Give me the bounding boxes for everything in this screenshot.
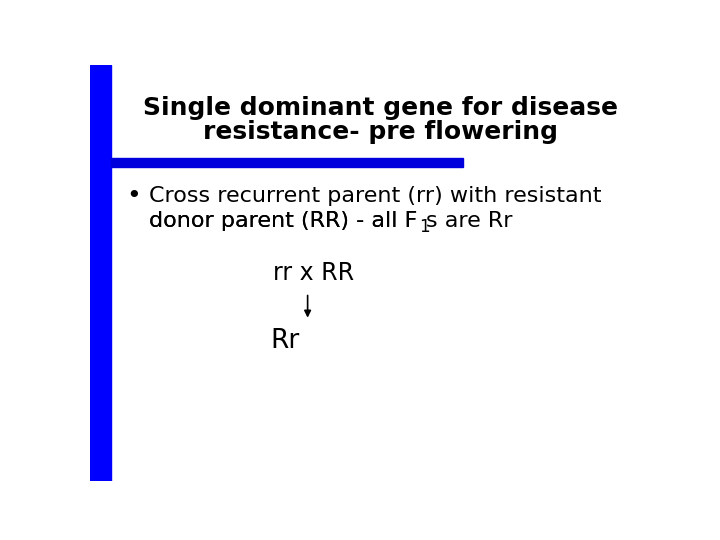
Text: s are Rr: s are Rr — [426, 211, 513, 231]
Text: donor parent (RR) - all F: donor parent (RR) - all F — [148, 211, 417, 231]
Text: •: • — [126, 184, 141, 208]
Text: 1: 1 — [418, 218, 429, 237]
Bar — [90, 65, 111, 481]
Text: Rr: Rr — [271, 328, 300, 354]
Bar — [111, 158, 463, 167]
Text: resistance- pre flowering: resistance- pre flowering — [202, 120, 558, 144]
Text: rr x RR: rr x RR — [273, 261, 354, 285]
Text: Cross recurrent parent (rr) with resistant: Cross recurrent parent (rr) with resista… — [148, 186, 601, 206]
Text: Single dominant gene for disease: Single dominant gene for disease — [143, 97, 618, 120]
Text: donor parent (RR) - all F: donor parent (RR) - all F — [148, 211, 417, 231]
